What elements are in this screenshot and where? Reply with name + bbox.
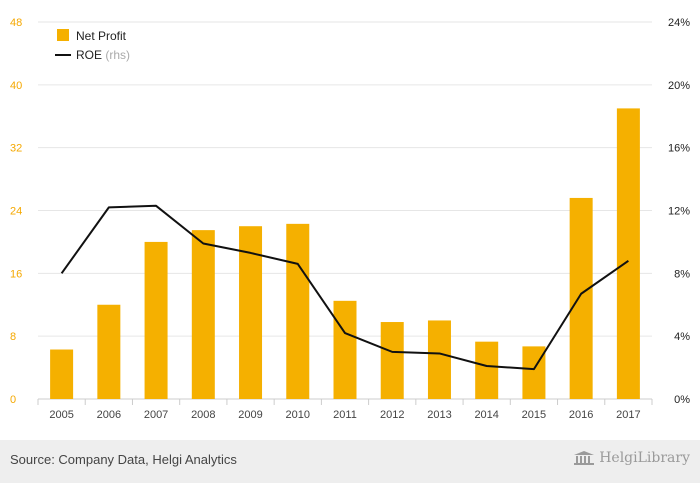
x-tick-label: 2012 [380,409,404,421]
x-tick-label: 2017 [616,409,640,421]
y-right-tick-label: 24% [668,17,690,29]
y-left-tick-label: 24 [10,206,22,218]
legend-label-roe: ROE (rhs) [76,48,130,62]
bar-net-profit [380,322,404,399]
bar-net-profit [144,241,168,399]
line-roe [60,204,629,371]
x-tick-label: 2010 [286,409,310,421]
bar-net-profit [569,197,593,399]
y-right-tick-label: 12% [668,206,690,218]
x-tick-label: 2006 [97,409,121,421]
y-right-tick-label: 0% [674,394,690,406]
x-tick-label: 2016 [569,409,593,421]
y-left-tick-label: 48 [10,17,22,29]
bar-net-profit [97,304,121,399]
y-right-tick-label: 8% [674,268,690,280]
bar-net-profit [191,230,215,399]
footer-bar: Source: Company Data, Helgi Analytics He… [0,440,700,483]
chart-plot: 0 8 16 24 32 40 48 0% 4% 8% 12% 16% 20% 24% 2005 2006 20… [10,17,690,421]
x-tick-label: 2007 [144,409,168,421]
x-tick-label: 2015 [522,409,546,421]
bar-net-profit [239,226,263,399]
x-tick-label: 2005 [49,409,73,421]
y-left-tick-label: 40 [10,80,22,92]
x-tick-label: 2008 [191,409,215,421]
bar-net-profit [522,346,546,399]
y-left-tick-label: 0 [10,394,16,406]
bar-net-profit [475,341,499,399]
bar-net-profit [50,349,74,399]
bar-net-profit [616,108,640,399]
bar-net-profit [427,320,451,399]
y-left-tick-label: 8 [10,331,16,343]
y-right-tick-label: 16% [668,143,690,155]
legend-label-roe-suffix: (rhs) [105,48,130,62]
x-tick-label: 2013 [427,409,451,421]
brand-logo[interactable]: HelgiLibrary [573,450,690,466]
brand-name: HelgiLibrary [599,450,690,466]
source-note: Source: Company Data, Helgi Analytics [10,452,237,467]
library-icon [574,451,595,465]
bar-net-profit [333,300,357,399]
x-tick-label: 2014 [474,409,498,421]
legend-swatch-net-profit [57,29,69,41]
legend-label-net-profit: Net Profit [76,29,127,43]
bar-net-profit [286,223,310,399]
x-tick-label: 2009 [238,409,262,421]
x-tick-label: 2011 [333,409,357,421]
y-right-tick-label: 4% [674,331,690,343]
y-left-tick-label: 32 [10,143,22,155]
y-right-tick-label: 20% [668,80,690,92]
y-left-tick-label: 16 [10,268,22,280]
